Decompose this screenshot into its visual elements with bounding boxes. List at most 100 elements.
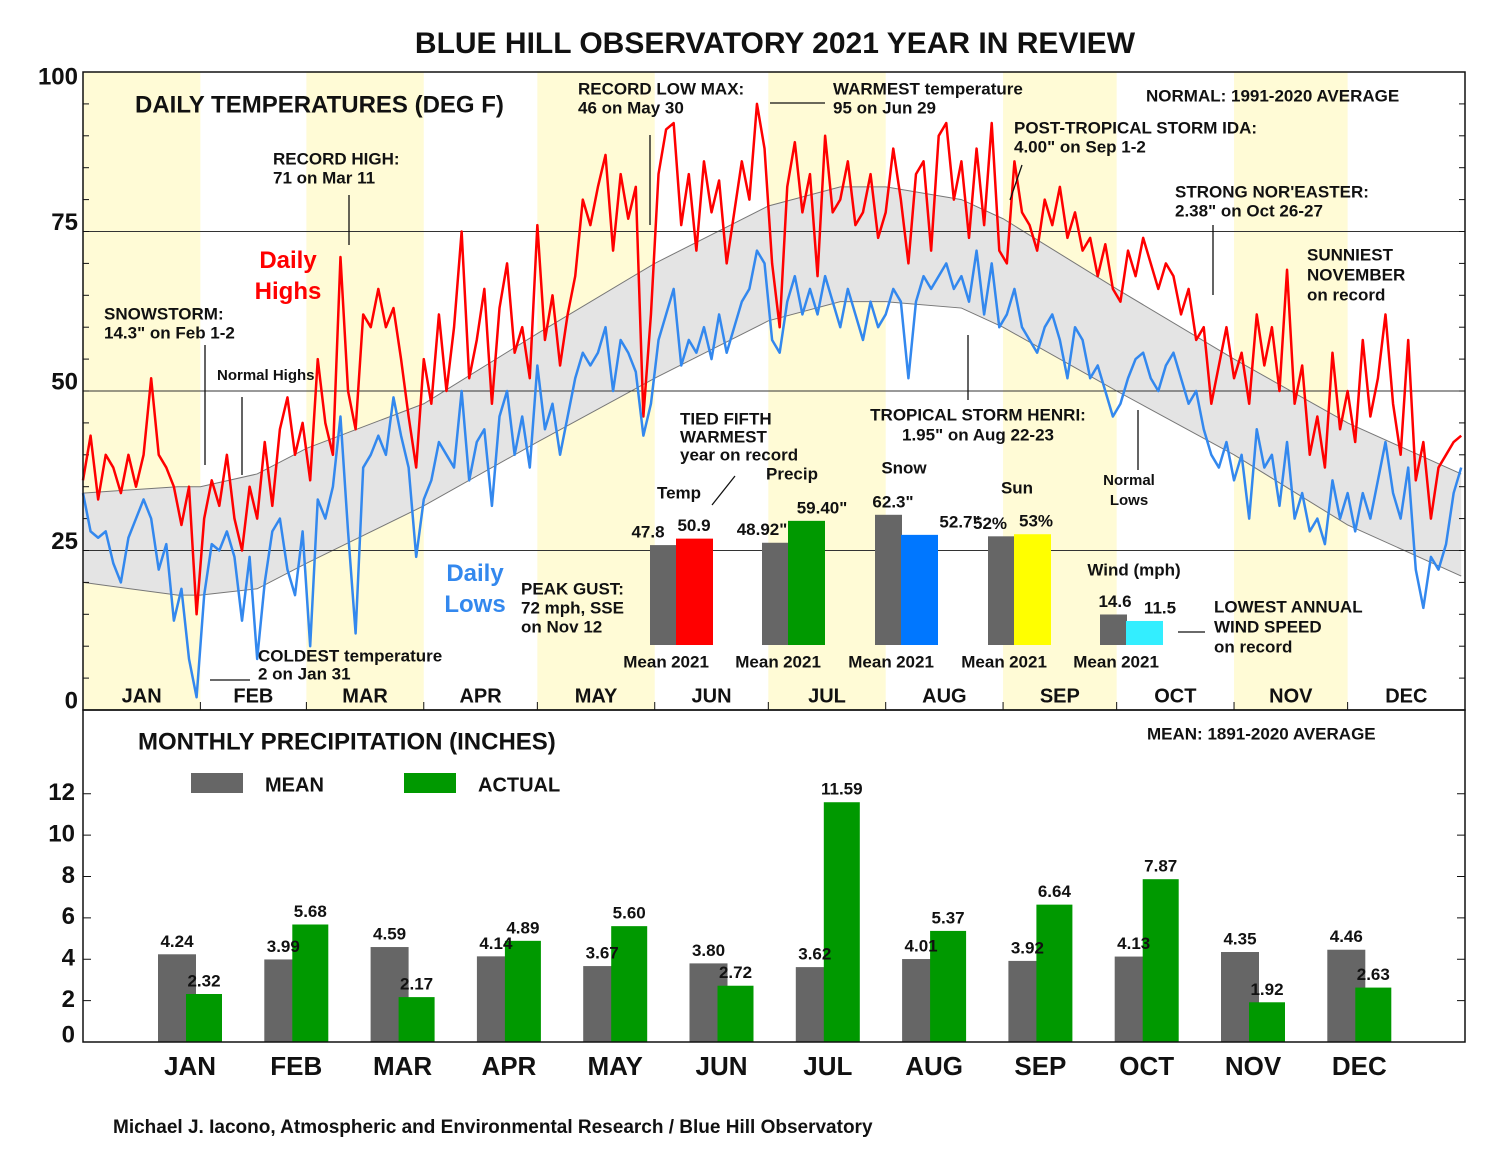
inset-category: Temp — [657, 483, 701, 502]
inset-bar — [676, 538, 713, 645]
x-tick-label: MAY — [588, 1051, 643, 1081]
value-label: 3.99 — [267, 937, 300, 956]
x-tick-label: JAN — [122, 685, 162, 707]
value-label: 11.59 — [821, 780, 863, 799]
annotation: year on record — [680, 445, 798, 464]
inset-bar — [1100, 614, 1127, 645]
value-label: 4.14 — [479, 934, 513, 953]
annotation: 2.38" on Oct 26-27 — [1175, 201, 1323, 220]
legend-label: Daily Highs — [255, 247, 322, 305]
leader-line — [1009, 164, 1023, 201]
inset-bar — [762, 542, 789, 645]
value-label: 2.32 — [187, 971, 220, 990]
x-tick-label: FEB — [233, 685, 273, 707]
y-tick-label: 100 — [38, 63, 78, 90]
x-tick-label: APR — [481, 1051, 536, 1081]
x-tick-label: JUN — [695, 1051, 747, 1081]
normal-label: Normal Highs — [217, 367, 315, 384]
inset-series-label: Mean — [735, 652, 778, 671]
legend-label: Normal Lows — [1103, 472, 1155, 509]
inset-bar — [650, 545, 677, 645]
x-tick-label: SEP — [1014, 1051, 1066, 1081]
annotation: RECORD HIGH: — [273, 149, 400, 168]
inset-bar — [988, 536, 1015, 645]
y-tick-label: 12 — [48, 779, 75, 806]
annotation: STRONG NOR'EASTER: — [1175, 182, 1369, 201]
value-label: 52% — [973, 514, 1007, 533]
annotation: PEAK GUST: — [521, 579, 624, 598]
panel-title: MONTHLY PRECIPITATION (INCHES) — [138, 728, 556, 755]
annotation: NOVEMBER — [1307, 265, 1405, 284]
value-label: 48.92" — [737, 520, 788, 539]
bar — [398, 997, 435, 1042]
bar — [1355, 987, 1392, 1042]
inset-series-label: Mean — [623, 652, 666, 671]
x-tick-label: DEC — [1385, 685, 1427, 707]
annotation: WIND SPEED — [1214, 617, 1322, 636]
annotation: on record — [1214, 637, 1292, 656]
inset-series-label: 2021 — [896, 652, 934, 671]
x-tick-label: MAY — [575, 685, 618, 707]
bar — [1036, 904, 1073, 1042]
annotation: TROPICAL STORM HENRI: — [870, 405, 1086, 424]
annotation: WARMEST temperature — [833, 79, 1023, 98]
value-label: 3.67 — [586, 944, 619, 963]
value-label: 4.46 — [1330, 927, 1363, 946]
value-label: 4.59 — [373, 925, 406, 944]
inset-series-label: 2021 — [671, 652, 709, 671]
value-label: 2.17 — [400, 975, 433, 994]
bar — [1249, 1002, 1285, 1042]
annotation: RECORD LOW MAX: — [578, 79, 744, 98]
x-tick-label: JUN — [692, 685, 732, 707]
y-tick-label: 8 — [62, 862, 75, 889]
panel-title: DAILY TEMPERATURES (DEG F) — [135, 91, 504, 118]
x-tick-label: AUG — [922, 685, 966, 707]
bar — [504, 940, 541, 1042]
temperature-line — [81, 102, 1463, 616]
value-label: 2.72 — [719, 963, 752, 982]
leader-line — [711, 475, 736, 506]
bar — [930, 930, 967, 1042]
inset-series-label: Mean — [848, 652, 891, 671]
annotation: on Nov 12 — [521, 617, 602, 636]
inset-series-label: 2021 — [1009, 652, 1047, 671]
annotation: on record — [1307, 285, 1385, 304]
value-label: 1.92 — [1250, 980, 1283, 999]
x-tick-label: MAR — [342, 685, 388, 707]
y-tick-label: 0 — [62, 1021, 75, 1048]
x-tick-label: AUG — [905, 1051, 963, 1081]
annotation: POST-TROPICAL STORM IDA: — [1014, 118, 1257, 137]
inset-category: Precip — [766, 464, 818, 483]
bar — [611, 926, 648, 1042]
value-label: 3.62 — [798, 945, 831, 964]
value-label: 4.13 — [1117, 934, 1150, 953]
y-tick-label: 0 — [65, 687, 78, 714]
annotation: 72 mph, SSE — [521, 598, 624, 617]
value-label: 2.63 — [1357, 965, 1390, 984]
inset-bar — [901, 534, 938, 645]
annotation: WARMEST — [680, 427, 768, 446]
inset-series-label: Mean — [1073, 652, 1116, 671]
legend-label: Daily Lows — [444, 560, 505, 618]
annotation: LOWEST ANNUAL — [1214, 597, 1363, 616]
value-label: 4.01 — [905, 937, 938, 956]
annotation: 46 on May 30 — [578, 98, 684, 117]
value-label: 4.35 — [1223, 929, 1256, 948]
value-label: 11.5 — [1144, 598, 1176, 617]
value-label: 5.68 — [294, 902, 327, 921]
inset-series-label: Mean — [961, 652, 1004, 671]
annotation: 95 on Jun 29 — [833, 98, 936, 117]
bar — [292, 924, 329, 1042]
plot-frame — [82, 709, 1466, 1043]
annotation: 71 on Mar 11 — [273, 168, 375, 187]
value-label: 3.92 — [1011, 938, 1044, 957]
x-tick-label: NOV — [1225, 1051, 1282, 1081]
credit: Michael J. Iacono, Atmospheric and Envir… — [113, 1117, 873, 1138]
value-label: 3.80 — [692, 941, 725, 960]
legend-label: MEAN — [265, 774, 324, 796]
x-tick-label: JAN — [164, 1051, 216, 1081]
x-tick-label: NOV — [1269, 685, 1313, 707]
bar — [186, 994, 222, 1042]
annotation: COLDEST temperature — [258, 646, 442, 665]
annotation: 2 on Jan 31 — [258, 664, 351, 683]
